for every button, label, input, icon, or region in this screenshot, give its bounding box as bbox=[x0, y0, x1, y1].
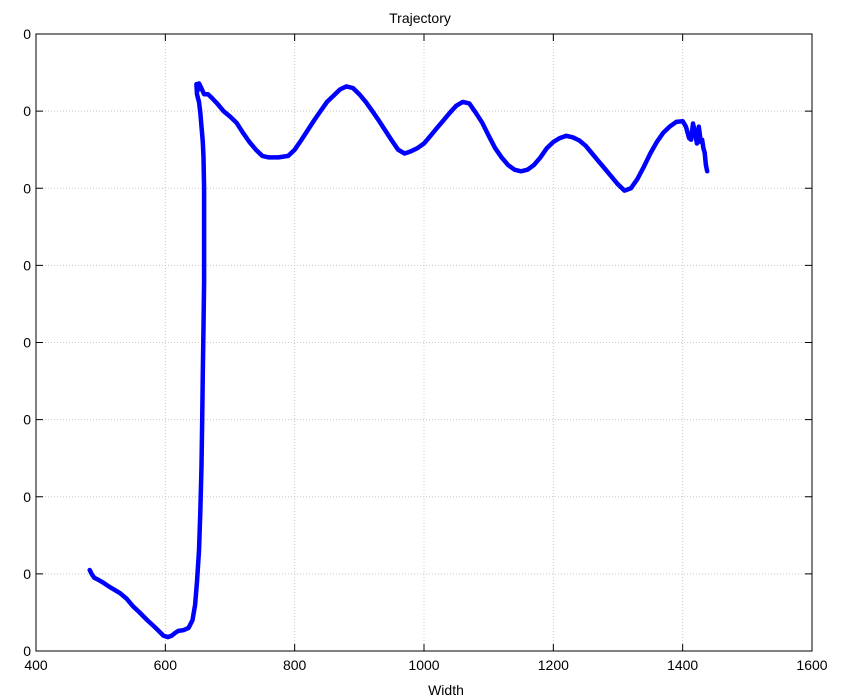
x-tick-label: 1600 bbox=[796, 657, 827, 673]
trajectory-line bbox=[87, 81, 710, 640]
chart-title: Trajectory bbox=[389, 10, 451, 26]
x-tick-label: 1200 bbox=[538, 657, 569, 673]
grid-lines bbox=[36, 34, 812, 651]
y-tick-labels: 0 0 0 0 0 0 0 0 0 bbox=[23, 26, 31, 659]
x-tick-label: 800 bbox=[283, 657, 307, 673]
y-tick-label: 0 bbox=[23, 566, 31, 582]
x-tick-label: 600 bbox=[154, 657, 178, 673]
y-tick-label: 0 bbox=[23, 180, 31, 196]
y-tick-label: 0 bbox=[23, 489, 31, 505]
y-tick-label: 0 bbox=[23, 335, 31, 351]
x-axis-label: Width bbox=[428, 682, 464, 698]
y-tick-label: 0 bbox=[23, 643, 31, 659]
y-tick-label: 0 bbox=[23, 257, 31, 273]
x-tick-label: 400 bbox=[24, 657, 48, 673]
x-tick-labels: 400 600 800 1000 1200 1400 1600 bbox=[24, 657, 827, 673]
tick-marks bbox=[35, 33, 813, 652]
y-tick-label: 0 bbox=[23, 26, 31, 42]
x-tick-label: 1000 bbox=[408, 657, 439, 673]
y-tick-label: 0 bbox=[23, 103, 31, 119]
x-tick-label: 1400 bbox=[667, 657, 698, 673]
y-tick-label: 0 bbox=[23, 412, 31, 428]
